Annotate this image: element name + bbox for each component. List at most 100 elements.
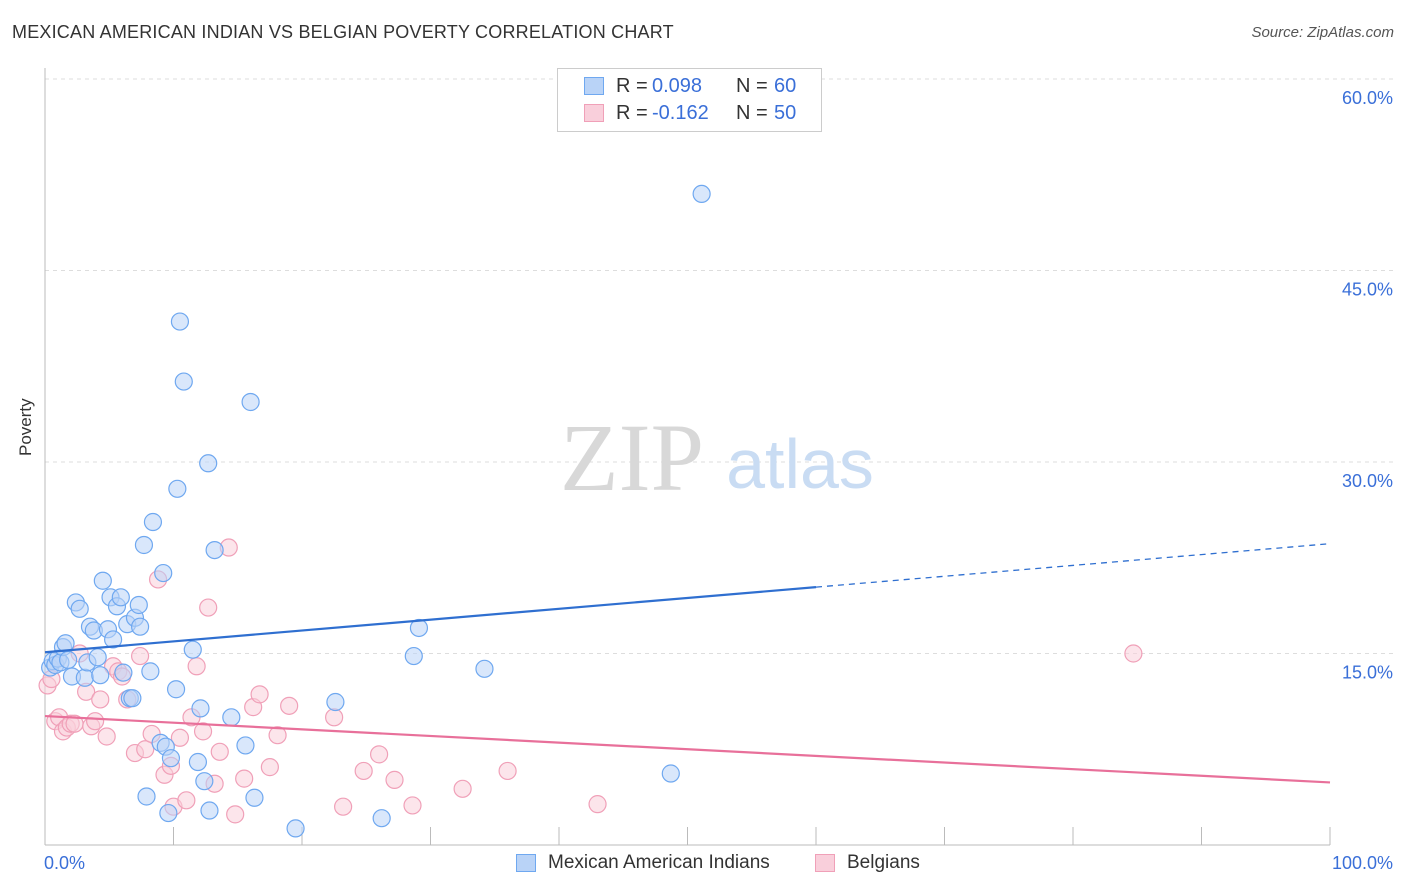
legend-r-label: R =: [616, 101, 648, 124]
y-tick-label: 60.0%: [1342, 88, 1393, 108]
mexican-american-indians-point: [134, 535, 154, 555]
mexican-american-indians-point: [104, 630, 123, 649]
belgians-point: [453, 779, 472, 798]
belgians-point: [385, 770, 404, 789]
legend-r-value: -0.162: [652, 101, 709, 124]
legend-row-mexican: R = 0.098 N = 60: [584, 74, 796, 98]
mexican-american-indians-point: [199, 454, 218, 473]
mexican-american-indians-point: [166, 680, 186, 699]
mexican-american-indians-point: [154, 563, 173, 583]
belgians-point: [325, 708, 344, 727]
chart-title: MEXICAN AMERICAN INDIAN VS BELGIAN POVER…: [12, 22, 674, 42]
mexican-american-indians-point: [93, 571, 112, 590]
mexican-american-indians-point: [195, 772, 214, 791]
mexican-american-indians-point: [111, 588, 130, 607]
mexican-american-indians-point: [404, 646, 423, 666]
belgians-point: [498, 761, 517, 781]
tick-labels: 15.0% 30.0% 45.0% 60.0% 0.0% 100.0%: [44, 88, 1393, 873]
legend-r-value: 0.098: [652, 74, 703, 97]
mexican-american-indians-point: [91, 666, 110, 685]
trend-line-belgians: [44, 714, 1331, 784]
legend-label-mexican: Mexican American Indians: [548, 852, 770, 873]
legend-swatch-mexican: [516, 854, 536, 872]
mexican-american-indians-point: [174, 372, 193, 391]
mexican-american-indians-point: [114, 663, 133, 682]
mexican-american-indians-point: [70, 599, 89, 618]
legend-item-belgians[interactable]: Belgians: [815, 852, 920, 874]
watermark: ZIP atlas: [560, 404, 874, 511]
belgians-point: [588, 795, 607, 814]
y-tick-label: 30.0%: [1342, 471, 1393, 491]
legend-swatch-belgians: [584, 104, 604, 122]
legend-swatch-mexican: [584, 77, 604, 95]
trend-line-mexican-extension: [815, 543, 1331, 588]
belgians-point: [193, 722, 213, 741]
mexican-american-indians-point: [661, 764, 680, 783]
belgians-point: [280, 696, 299, 715]
belgians-point: [177, 791, 196, 810]
mexican-american-indians-point: [59, 650, 78, 669]
legend-n-value: 50: [774, 101, 797, 124]
mexican-american-indians-point: [475, 659, 494, 678]
mexican-american-indians-point: [692, 184, 711, 203]
mexican-american-indians-point: [159, 803, 178, 823]
belgians-point: [86, 712, 105, 731]
belgians-point: [334, 797, 353, 816]
belgians-point: [136, 740, 155, 759]
belgians-point: [210, 742, 229, 761]
legend-r-label: R =: [616, 74, 648, 97]
source-label: Source: ZipAtlas.com: [1251, 24, 1394, 41]
mexican-american-indians-point: [130, 617, 150, 636]
x-tick-label: 100.0%: [1332, 853, 1393, 873]
mexican-american-indians-point: [75, 668, 94, 687]
belgians-point: [226, 805, 245, 824]
mexican-american-indians-point: [222, 708, 241, 727]
watermark-zip: ZIP: [560, 404, 704, 511]
belgians-point: [268, 726, 287, 745]
mexican-american-indians-point: [141, 662, 160, 681]
mexican-american-indians-point: [372, 809, 391, 828]
mexican-american-indians-point: [286, 819, 305, 838]
mexican-american-indians-point: [168, 479, 187, 498]
belgians-point: [250, 685, 269, 704]
y-tick-label: 15.0%: [1342, 663, 1393, 683]
legend-series: Mexican American Indians Belgians: [0, 852, 1406, 878]
mexican-american-indians-point: [170, 312, 190, 331]
belgians-point: [91, 690, 110, 709]
legend-label-belgians: Belgians: [847, 852, 920, 873]
watermark-atlas: atlas: [726, 425, 874, 503]
mexican-american-indians-point: [200, 801, 219, 820]
trend-line-mexican: [44, 586, 817, 654]
mexican-american-indians-point: [137, 787, 156, 806]
belgians-point: [354, 761, 373, 781]
belgians-point: [370, 745, 389, 764]
belgians-point: [1124, 644, 1143, 663]
mexican-american-indians-point: [205, 540, 224, 560]
mexican-american-indians-point: [188, 752, 208, 772]
mexican-american-indians-point: [241, 392, 260, 412]
legend-n-label: N =: [736, 74, 768, 97]
mexican-american-indians-point: [161, 749, 181, 768]
legend-item-mexican[interactable]: Mexican American Indians: [516, 852, 770, 874]
grid-lines: [45, 78, 1395, 654]
mexican-american-indians-point: [129, 595, 148, 615]
y-tick-label: 45.0%: [1342, 280, 1393, 300]
belgians-point: [187, 657, 206, 676]
mexican-american-indians-point: [143, 512, 163, 532]
legend-swatch-belgians: [815, 854, 835, 872]
mexican-american-indians-point: [183, 640, 202, 659]
legend-stats: R = 0.098 N = 60 R = -0.162 N = 50: [557, 68, 822, 132]
mexican-american-indians-point: [236, 736, 255, 755]
mexican-american-indians-point: [326, 692, 345, 712]
belgians-point: [170, 728, 190, 747]
mexican-american-indians-point: [88, 648, 107, 667]
axes: [44, 68, 1331, 846]
belgians-point: [260, 758, 279, 777]
belgians-point: [235, 769, 254, 788]
belgians-point: [403, 796, 422, 815]
legend-n-value: 60: [774, 74, 797, 97]
belgians-point: [199, 598, 218, 617]
legend-n-label: N =: [736, 101, 768, 124]
belgians-point: [130, 646, 150, 666]
